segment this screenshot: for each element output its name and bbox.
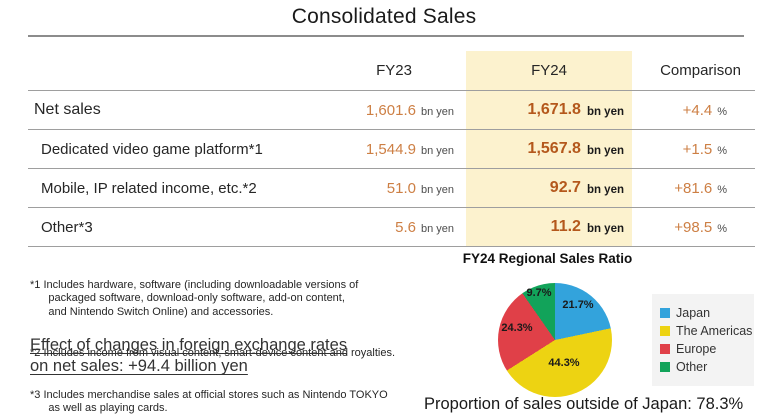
pie-slice-label-americas: 44.3%: [548, 357, 580, 369]
legend-label: Japan: [676, 306, 711, 320]
header-spacer: [28, 51, 340, 91]
pie-slice-label-europe: 24.3%: [501, 322, 533, 334]
table-row-label: Dedicated video game platform*1: [28, 130, 340, 169]
legend-label: Europe: [676, 342, 717, 356]
row-label-net-sales: Net sales: [34, 101, 101, 118]
legend-item-americas: The Americas: [660, 324, 752, 338]
pie-chart: [498, 283, 612, 397]
legend-swatch-japan: [660, 308, 670, 318]
table-row-label: Net sales: [28, 91, 340, 130]
comparison-value-cell: +81.6 %: [632, 169, 755, 208]
footnote-2: *2 Includes income from visual content, …: [30, 347, 396, 360]
fy23-value-cell: 1,601.6 bn yen: [340, 91, 466, 130]
fy24-value-cell: 92.7 bn yen: [466, 169, 632, 208]
fy23-value-cell: 1,544.9 bn yen: [340, 130, 466, 169]
legend-swatch-americas: [660, 326, 670, 336]
fy23-value: 5.6: [395, 218, 416, 236]
row-label-dedicated-platform: Dedicated video game platform*1: [41, 140, 263, 158]
table-row-label: Other*3: [28, 208, 340, 247]
comparison-value: +98.5: [674, 218, 713, 236]
fy23-value-cell: 51.0 bn yen: [340, 169, 466, 208]
comparison-unit: %: [717, 144, 727, 157]
title-divider: [28, 35, 744, 37]
fy24-value-cell: 1,671.8 bn yen: [466, 91, 632, 130]
pie-chart-title: FY24 Regional Sales Ratio: [462, 251, 633, 266]
pie-slice-label-other: 9.7%: [526, 287, 552, 299]
footnotes: *1 Includes hardware, software (includin…: [30, 251, 470, 418]
row-label-mobile-ip: Mobile, IP related income, etc.*2: [41, 179, 257, 197]
fy23-value: 1,544.9: [365, 140, 416, 158]
fx-effect-line2: on net sales: +94.4 billion yen: [30, 357, 248, 376]
fy24-value-cell: 11.2 bn yen: [466, 208, 632, 247]
column-header-fy23: FY23: [340, 51, 466, 91]
fy24-value: 92.7: [549, 179, 581, 196]
pie-legend: Japan The Americas Europe Other: [652, 294, 754, 386]
comparison-unit: %: [717, 222, 727, 235]
legend-item-europe: Europe: [660, 342, 746, 356]
column-header-fy24: FY24: [466, 51, 632, 91]
row-label-other: Other*3: [41, 218, 93, 236]
fy24-value: 1,567.8: [527, 140, 581, 157]
fx-effect-line1: Effect of changes in foreign exchange ra…: [30, 336, 348, 354]
comparison-value: +81.6: [674, 179, 713, 197]
sales-table: FY23 FY24 Comparison Net sales 1,601.6 b…: [28, 51, 755, 247]
comparison-value-cell: +1.5 %: [632, 130, 755, 169]
fy23-unit: bn yen: [420, 144, 454, 157]
fy24-value: 1,671.8: [527, 101, 581, 118]
legend-swatch-other: [660, 362, 670, 372]
fy24-value: 11.2: [550, 218, 581, 235]
fy23-value: 51.0: [386, 179, 416, 197]
legend-label: Other: [676, 360, 708, 374]
comparison-unit: %: [717, 183, 727, 196]
pie-slice-label-japan: 21.7%: [562, 299, 594, 311]
comparison-value: +4.4: [682, 101, 713, 119]
comparison-value-cell: +98.5 %: [632, 208, 755, 247]
fy24-unit: bn yen: [586, 222, 624, 235]
footnote-1: *1 Includes hardware, software (includin…: [30, 278, 359, 319]
fy24-value-cell: 1,567.8 bn yen: [466, 130, 632, 169]
legend-item-japan: Japan: [660, 306, 746, 320]
fy23-unit: bn yen: [420, 183, 454, 196]
column-header-comparison: Comparison: [632, 51, 755, 91]
comparison-unit: %: [717, 105, 727, 118]
comparison-value-cell: +4.4 %: [632, 91, 755, 130]
page-title: Consolidated Sales: [291, 5, 477, 28]
fy24-unit: bn yen: [586, 183, 624, 196]
fy24-unit: bn yen: [586, 105, 624, 118]
legend-item-other: Other: [660, 360, 746, 374]
fy23-value: 1,601.6: [365, 101, 416, 119]
fy23-unit: bn yen: [420, 222, 454, 235]
outside-japan-note: Proportion of sales outside of Japan: 78…: [424, 395, 744, 413]
fx-effect-note: Effect of changes in foreign exchange ra…: [30, 335, 347, 378]
footnote-3: *3 Includes merchandise sales at officia…: [30, 388, 388, 415]
legend-swatch-europe: [660, 344, 670, 354]
fy23-value-cell: 5.6 bn yen: [340, 208, 466, 247]
comparison-value: +1.5: [682, 140, 713, 158]
fy24-unit: bn yen: [586, 144, 624, 157]
fy23-unit: bn yen: [420, 105, 454, 118]
legend-label: The Americas: [676, 324, 753, 338]
table-row-label: Mobile, IP related income, etc.*2: [28, 169, 340, 208]
